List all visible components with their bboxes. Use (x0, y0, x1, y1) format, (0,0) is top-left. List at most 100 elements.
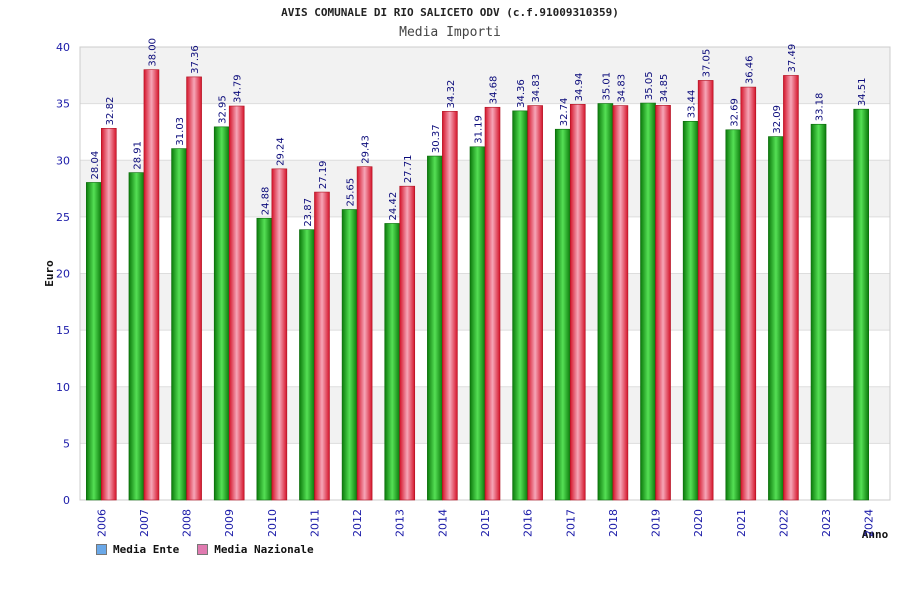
bar-value-label: 33.18 (815, 93, 826, 122)
bar-value-label: 34.83 (616, 74, 627, 103)
x-tick-label: 2011 (308, 509, 321, 537)
bar-media-ente (299, 229, 315, 501)
x-tick-label: 2024 (863, 509, 876, 537)
bar-media-ente (597, 103, 614, 501)
x-tick-label: 2018 (607, 509, 620, 537)
bar-value-label: 24.88 (260, 187, 271, 216)
y-axis-label: Euro (43, 260, 56, 287)
bar-value-label: 25.65 (346, 178, 357, 207)
bar-media-nazionale (356, 166, 373, 501)
bar-value-label: 29.43 (361, 135, 372, 164)
bar-media-nazionale (527, 105, 543, 501)
bar-value-label: 37.36 (190, 45, 201, 74)
y-tick-label: 5 (63, 437, 70, 450)
bar-value-label: 37.05 (702, 49, 713, 78)
bar-value-label: 32.95 (218, 95, 229, 124)
bar-media-ente (810, 123, 827, 501)
legend-item-media-nazionale: Media Nazionale (197, 543, 314, 556)
x-tick-label: 2009 (223, 509, 236, 537)
bar-media-nazionale (783, 75, 799, 501)
bar-media-ente (768, 136, 784, 501)
bar-media-nazionale (740, 86, 757, 501)
legend-item-media-ente: Media Ente (96, 543, 179, 556)
bar-media-ente (682, 120, 699, 501)
chart-legend: Media Ente Media Nazionale (96, 543, 314, 556)
bar-media-ente (171, 148, 187, 501)
x-tick-label: 2017 (564, 509, 577, 537)
bar-value-label: 31.19 (474, 115, 485, 144)
y-tick-label: 25 (56, 211, 70, 224)
x-tick-label: 2013 (394, 509, 407, 537)
x-tick-label: 2022 (777, 509, 790, 537)
bar-media-nazionale (143, 69, 160, 501)
bar-value-label: 32.69 (729, 98, 740, 127)
bar-value-label: 28.91 (132, 141, 143, 170)
bar-value-label: 34.36 (516, 79, 527, 108)
legend-swatch-media-ente (96, 544, 107, 555)
bar-media-ente (427, 155, 443, 501)
bar-media-ente (853, 108, 869, 501)
legend-label-media-nazionale: Media Nazionale (214, 543, 314, 556)
bar-media-nazionale (186, 76, 202, 501)
x-tick-label: 2014 (436, 509, 449, 537)
bar-value-label: 33.44 (687, 90, 698, 119)
bar-media-nazionale (569, 104, 586, 501)
bar-value-label: 36.46 (744, 55, 755, 84)
chart-subtitle: Media Importi (399, 25, 501, 40)
bar-value-label: 34.83 (531, 74, 542, 103)
bar-value-label: 24.42 (388, 192, 399, 221)
legend-swatch-media-nazionale (197, 544, 209, 555)
bar-media-ente (469, 146, 486, 501)
y-tick-label: 20 (56, 268, 70, 281)
bar-value-label: 27.19 (318, 160, 329, 189)
bar-media-nazionale (314, 191, 330, 501)
x-axis-label: Anno (862, 528, 889, 541)
bar-value-label: 28.04 (90, 151, 101, 180)
bar-media-ente (384, 223, 401, 501)
bar-value-label: 29.24 (275, 137, 286, 166)
bar-media-nazionale (484, 106, 501, 501)
bar-value-label: 30.37 (431, 124, 442, 153)
x-tick-label: 2015 (479, 509, 492, 537)
bar-value-label: 34.51 (857, 78, 868, 107)
bar-value-label: 35.01 (601, 72, 612, 101)
x-tick-label: 2010 (266, 509, 279, 537)
y-tick-label: 0 (63, 494, 70, 507)
bar-value-label: 32.09 (772, 105, 783, 134)
bar-media-nazionale (655, 105, 671, 501)
x-tick-label: 2008 (181, 509, 194, 537)
bar-value-label: 35.05 (644, 71, 655, 100)
bar-media-nazionale (101, 128, 117, 501)
x-tick-label: 2021 (735, 509, 748, 537)
bar-media-ente (554, 128, 571, 501)
bar-value-label: 31.03 (175, 117, 186, 146)
y-tick-label: 15 (56, 324, 70, 337)
bar-value-label: 34.79 (233, 74, 244, 103)
bar-media-nazionale (271, 168, 288, 501)
bar-value-label: 23.87 (303, 198, 314, 227)
y-tick-label: 30 (56, 154, 70, 167)
bar-value-label: 32.82 (105, 97, 116, 126)
bar-media-ente (256, 217, 273, 501)
bar-media-ente (512, 110, 528, 501)
x-tick-label: 2020 (692, 509, 705, 537)
bar-value-label: 32.74 (559, 98, 570, 127)
bar-media-nazionale (228, 105, 245, 501)
bar-media-ente (341, 209, 358, 501)
bar-media-nazionale (697, 80, 714, 501)
bar-media-ente (213, 126, 230, 501)
legend-label-media-ente: Media Ente (113, 543, 180, 556)
chart-title: AVIS COMUNALE DI RIO SALICETO ODV (c.f.9… (281, 6, 619, 19)
bar-value-label: 34.68 (489, 76, 500, 105)
bar-value-label: 37.49 (787, 44, 798, 73)
x-tick-label: 2012 (351, 509, 364, 537)
y-tick-label: 35 (56, 98, 70, 111)
bar-value-label: 34.32 (446, 80, 457, 109)
y-tick-label: 10 (56, 381, 70, 394)
bar-value-label: 27.71 (403, 155, 414, 184)
x-tick-label: 2006 (95, 509, 108, 537)
bar-value-label: 34.94 (574, 73, 585, 102)
x-tick-label: 2007 (138, 509, 151, 537)
x-tick-label: 2023 (820, 509, 833, 537)
